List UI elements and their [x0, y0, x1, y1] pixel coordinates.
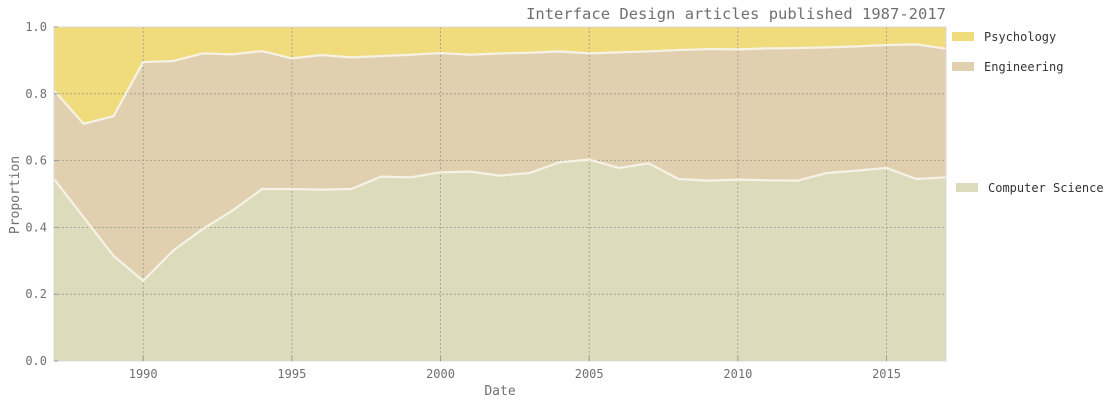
- legend-label-psychology: Psychology: [984, 30, 1056, 44]
- y-axis-ticks: 0.0 0.2 0.4 0.6 0.8 1.0: [25, 20, 58, 368]
- y-tick-label: 0.8: [25, 87, 47, 101]
- legend-swatch-computer-science: [956, 183, 978, 192]
- x-tick-label: 2000: [426, 367, 455, 381]
- y-tick-label: 0.6: [25, 154, 47, 168]
- legend: Psychology Engineering Computer Science: [952, 30, 1104, 195]
- area-psychology: [54, 27, 946, 124]
- plot-frame: [53, 26, 947, 362]
- y-tick-label: 0.0: [25, 354, 47, 368]
- x-tick-label: 1990: [129, 367, 158, 381]
- series-boundary-lines: [53, 43, 947, 282]
- legend-label-computer-science: Computer Science: [988, 181, 1104, 195]
- x-tick-label: 2005: [575, 367, 604, 381]
- y-tick-label: 0.4: [25, 220, 47, 234]
- boundary-line-computer-science: [53, 158, 947, 282]
- x-axis-ticks: 1990 1995 2000 2005 2010 2015: [129, 357, 901, 381]
- x-tick-label: 1995: [277, 367, 306, 381]
- boundary-line-engineering: [53, 43, 947, 125]
- y-tick-label: 0.2: [25, 287, 47, 301]
- legend-swatch-engineering: [952, 62, 974, 71]
- stacked-areas: [54, 27, 946, 361]
- chart-title: Interface Design articles published 1987…: [526, 5, 946, 23]
- y-axis-label: Proportion: [8, 156, 23, 234]
- x-tick-label: 2015: [872, 367, 901, 381]
- x-tick-label: 2010: [723, 367, 752, 381]
- legend-swatch-psychology: [952, 32, 974, 41]
- x-axis-label: Date: [484, 384, 515, 399]
- area-engineering: [54, 44, 946, 281]
- y-tick-label: 1.0: [25, 20, 47, 34]
- legend-label-engineering: Engineering: [984, 60, 1063, 74]
- area-computer-science: [54, 159, 946, 361]
